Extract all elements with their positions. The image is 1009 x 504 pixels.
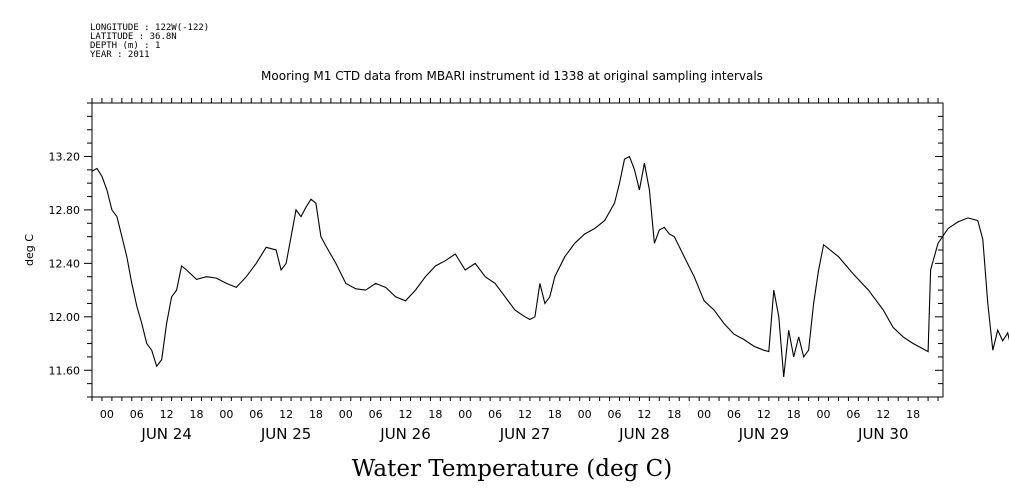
x-day-label: JUN 29	[738, 425, 789, 443]
x-hour-label: 00	[817, 408, 831, 421]
x-day-label: JUN 24	[140, 425, 191, 443]
x-hour-label: 06	[846, 408, 860, 421]
x-hour-label: 00	[458, 408, 472, 421]
x-hour-label: 12	[518, 408, 532, 421]
x-day-label: JUN 30	[857, 425, 908, 443]
metadata-line: LATITUDE : 36.8N	[90, 32, 177, 42]
y-tick-label: 12.40	[49, 257, 81, 270]
temperature-series-line	[91, 155, 1009, 378]
x-hour-label: 06	[727, 408, 741, 421]
x-hour-label: 00	[219, 408, 233, 421]
x-day-labels: JUN 24 JUN 25 JUN 26 JUN 27 JUN 28 JUN 29 JUN …	[140, 425, 908, 443]
x-hour-label: 06	[249, 408, 263, 421]
metadata-line: DEPTH (m) : 1	[90, 41, 160, 51]
y-tick-labels: 11.60 12.00 12.40 12.80 13.20	[49, 150, 81, 377]
x-hour-label: 18	[548, 408, 562, 421]
x-hour-label: 00	[100, 408, 114, 421]
top-minor-ticks	[91, 98, 939, 103]
x-hour-label: 06	[608, 408, 622, 421]
y-tick-label: 12.00	[49, 311, 81, 324]
x-hour-label: 18	[428, 408, 442, 421]
x-hour-label: 12	[757, 408, 771, 421]
x-hour-labels: 00 06 12 18 00 06 12 18 00 06 12 18 00 06 12 18 00 06 12 18…	[100, 408, 920, 421]
x-hour-label: 18	[906, 408, 920, 421]
x-hour-label: 18	[190, 408, 204, 421]
x-hour-label: 18	[309, 408, 323, 421]
y-tick-label: 13.20	[49, 150, 81, 163]
chart-title: Mooring M1 CTD data from MBARI instrumen…	[261, 69, 763, 83]
x-hour-label: 06	[488, 408, 502, 421]
x-hour-label: 00	[339, 408, 353, 421]
x-hour-label: 12	[876, 408, 890, 421]
y-axis-ticks	[84, 102, 943, 398]
x-day-label: JUN 25	[260, 425, 311, 443]
x-hour-label: 12	[279, 408, 293, 421]
x-day-label: JUN 28	[618, 425, 669, 443]
x-hour-label: 12	[399, 408, 413, 421]
x-day-label: JUN 27	[499, 425, 550, 443]
x-hour-label: 06	[130, 408, 144, 421]
x-hour-label: 06	[369, 408, 383, 421]
metadata-block: LONGITUDE : 122W(-122)LATITUDE : 36.8NDE…	[90, 23, 209, 60]
x-hour-label: 18	[787, 408, 801, 421]
bottom-ticks	[91, 397, 939, 401]
x-hour-label: 00	[697, 408, 711, 421]
metadata-line: LONGITUDE : 122W(-122)	[90, 23, 209, 33]
y-tick-label: 11.60	[49, 364, 81, 377]
y-axis-label: deg C	[23, 234, 36, 266]
x-hour-label: 00	[578, 408, 592, 421]
x-day-label: JUN 26	[379, 425, 430, 443]
y-tick-label: 12.80	[49, 204, 81, 217]
x-hour-label: 18	[667, 408, 681, 421]
x-axis-title: Water Temperature (deg C)	[352, 456, 672, 482]
x-hour-label: 12	[160, 408, 174, 421]
metadata-line: YEAR : 2011	[90, 50, 150, 60]
plot-frame	[91, 102, 944, 398]
x-hour-label: 12	[637, 408, 651, 421]
